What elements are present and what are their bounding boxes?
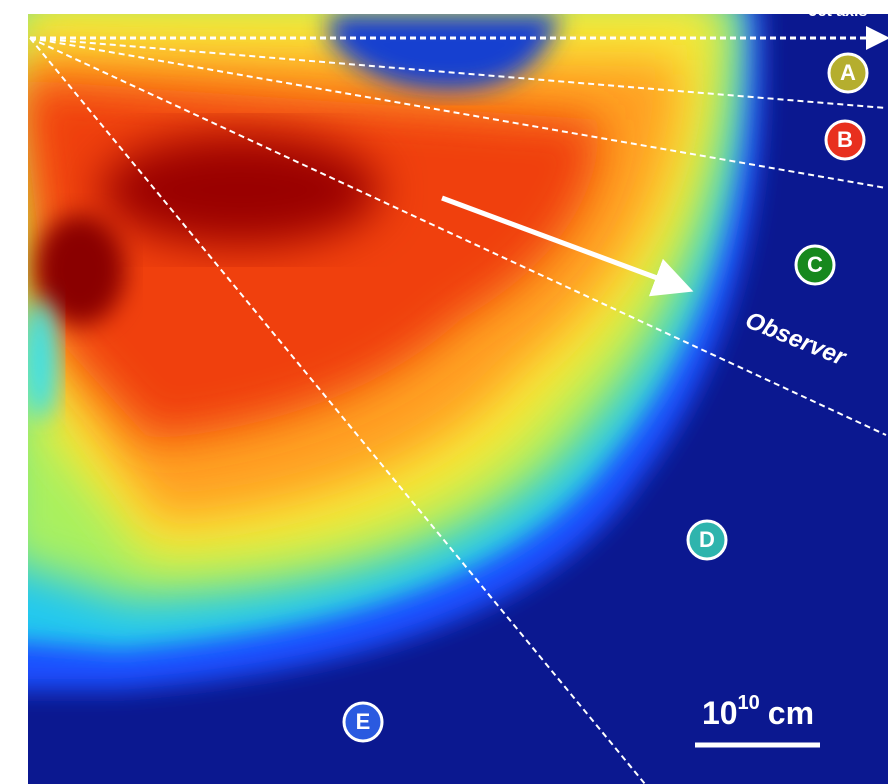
line-b xyxy=(29,37,887,189)
line-c xyxy=(29,37,887,436)
scale-unit: cm xyxy=(768,695,814,731)
line-a xyxy=(29,37,887,109)
region-markers: A B C D E xyxy=(342,52,869,743)
region-circle xyxy=(686,519,728,561)
region-circle xyxy=(794,244,836,286)
line-d xyxy=(29,37,646,784)
heatmap xyxy=(28,14,763,690)
observer-arrow xyxy=(441,195,694,297)
sight-lines xyxy=(29,26,890,784)
region-circle xyxy=(824,119,866,161)
region-circle xyxy=(827,52,869,94)
scale-base: 10 xyxy=(702,695,738,731)
region-label: E xyxy=(356,709,371,734)
region-label: B xyxy=(837,127,853,152)
region-label: D xyxy=(699,527,715,552)
region-circle xyxy=(342,701,384,743)
scale-exponent: 10 xyxy=(738,692,760,714)
scale-bar-label: 1010 cm xyxy=(702,692,814,731)
jet-axis-label: Jet axis xyxy=(809,3,868,20)
region-label: A xyxy=(840,60,856,85)
region-label: C xyxy=(807,252,823,277)
